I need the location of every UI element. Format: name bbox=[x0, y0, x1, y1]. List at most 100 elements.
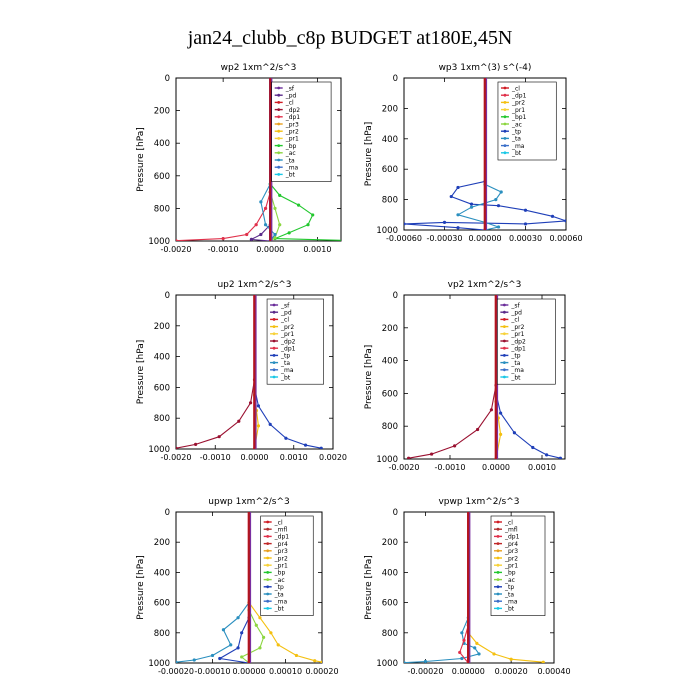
legend-marker bbox=[502, 354, 506, 357]
legend-label: _mfl bbox=[274, 527, 288, 534]
x-tick-label: 0.00010 bbox=[269, 667, 302, 676]
series-line-ac bbox=[240, 512, 265, 663]
data-point-tp bbox=[512, 431, 517, 435]
y-tick-label: 0 bbox=[165, 291, 170, 301]
legend-marker bbox=[502, 325, 506, 328]
data-point-tp bbox=[240, 631, 244, 635]
legend-label: _bt bbox=[504, 606, 515, 613]
series-line-dp1 bbox=[176, 78, 271, 241]
legend-label: _dp2 bbox=[280, 338, 296, 345]
x-tick-label: 0.00030 bbox=[509, 234, 542, 243]
panel-1: wp2 1xm^2/s^3 Pressure [hPa] 0 200 400 600 800… bbox=[136, 63, 342, 254]
panel-2: wp3 1xm^(3) s^(-4) Pressure [hPa] 0 200 400 6… bbox=[364, 63, 583, 243]
x-tick-label: -0.0020 bbox=[161, 453, 192, 462]
y-tick-label: 400 bbox=[382, 568, 398, 578]
x-tick-label: 0.0020 bbox=[319, 453, 347, 462]
series-line-ta bbox=[176, 512, 250, 663]
data-point-ac bbox=[240, 655, 244, 659]
y-tick-label: 800 bbox=[382, 422, 398, 432]
x-tick-label: -0.00020 bbox=[407, 667, 443, 676]
y-tick-label: 0 bbox=[165, 74, 170, 84]
legend-marker bbox=[277, 108, 281, 111]
legend-label: _dp2 bbox=[510, 338, 526, 345]
legend-label: _ma bbox=[511, 143, 525, 150]
data-point-ac bbox=[254, 623, 258, 627]
panel-title: up2 1xm^2/s^3 bbox=[217, 280, 291, 290]
y-tick-label: 1000 bbox=[376, 226, 398, 236]
data-point-pr2 bbox=[492, 652, 496, 656]
legend-marker bbox=[503, 129, 507, 133]
legend-marker bbox=[502, 361, 506, 364]
legend-marker bbox=[277, 137, 281, 140]
legend-marker bbox=[277, 101, 281, 104]
data-point-ta bbox=[236, 616, 240, 620]
legend-label: _tp bbox=[280, 353, 290, 360]
legend-marker bbox=[503, 86, 507, 90]
data-point-ta bbox=[469, 205, 474, 209]
legend-label: _tp bbox=[504, 584, 514, 591]
x-tick-label: -0.00020 bbox=[158, 667, 194, 676]
plot-frame bbox=[403, 294, 566, 460]
legend-marker bbox=[272, 303, 276, 307]
legend-label: _pr4 bbox=[504, 541, 518, 548]
data-point-tp bbox=[456, 226, 460, 230]
data-point-pr2 bbox=[475, 641, 479, 645]
data-point-bp bbox=[278, 193, 282, 197]
data-point-ta bbox=[496, 225, 501, 229]
legend-label: _bt bbox=[511, 150, 522, 157]
legend-marker bbox=[496, 527, 500, 531]
x-tick-label: -0.00060 bbox=[386, 234, 422, 243]
data-point-pr2 bbox=[509, 657, 513, 661]
legend-marker bbox=[272, 332, 276, 336]
y-tick-label: 200 bbox=[154, 538, 170, 548]
legend-label: _pr2 bbox=[511, 100, 525, 107]
legend-label: _cl bbox=[280, 317, 289, 324]
legend-marker bbox=[277, 122, 281, 126]
legend-marker bbox=[277, 151, 281, 155]
legend-label: _ma bbox=[285, 165, 299, 172]
legend-label: _pr1 bbox=[280, 331, 294, 338]
data-point-ta bbox=[273, 232, 277, 237]
legend-label: _dp1 bbox=[504, 534, 520, 541]
legend-label: _ta bbox=[511, 136, 521, 143]
y-tick-label: 400 bbox=[382, 357, 398, 367]
legend-marker bbox=[496, 563, 500, 567]
data-point-tp bbox=[268, 422, 272, 426]
panel-title: vpwp 1xm^2/s^3 bbox=[438, 497, 519, 507]
y-tick-label: 200 bbox=[154, 322, 170, 332]
data-point-bp bbox=[296, 203, 301, 207]
series-line-tp bbox=[218, 512, 250, 663]
data-point-ac bbox=[262, 635, 266, 639]
figure-title: jan24_clubb_c8p BUDGET at180E,45N bbox=[187, 27, 513, 49]
legend-marker bbox=[272, 339, 276, 343]
legend-label: _tp bbox=[511, 129, 521, 136]
data-point-ac bbox=[258, 646, 262, 650]
x-tick-label: 0.0010 bbox=[303, 245, 331, 254]
x-tick-label: -0.0020 bbox=[161, 245, 192, 254]
series-line-ta bbox=[456, 78, 503, 230]
y-tick-label: 200 bbox=[382, 324, 398, 334]
legend-label: _tp bbox=[274, 584, 284, 591]
data-point-ac bbox=[273, 236, 277, 240]
data-point-dp2 bbox=[453, 444, 457, 448]
legend-label: _ma bbox=[510, 367, 524, 374]
data-point-ta bbox=[404, 661, 406, 663]
y-tick-label: 600 bbox=[154, 172, 170, 182]
legend-label: _bp bbox=[504, 570, 516, 577]
legend-label: _cl bbox=[504, 519, 513, 526]
data-point-pr2 bbox=[276, 643, 280, 647]
data-point-bp bbox=[311, 213, 315, 217]
legend-marker bbox=[496, 599, 500, 603]
legend-marker bbox=[496, 549, 500, 553]
legend-box bbox=[497, 81, 557, 161]
data-point-ta bbox=[473, 646, 477, 650]
legend-label: _pr1 bbox=[504, 563, 518, 570]
legend-marker bbox=[277, 144, 281, 148]
data-point-dp2 bbox=[407, 456, 411, 459]
data-point-ta bbox=[494, 198, 498, 202]
x-tick-label: 0.00020 bbox=[305, 667, 338, 676]
legend-marker bbox=[266, 578, 270, 581]
data-point-ta bbox=[456, 213, 460, 217]
legend-marker bbox=[266, 520, 270, 524]
